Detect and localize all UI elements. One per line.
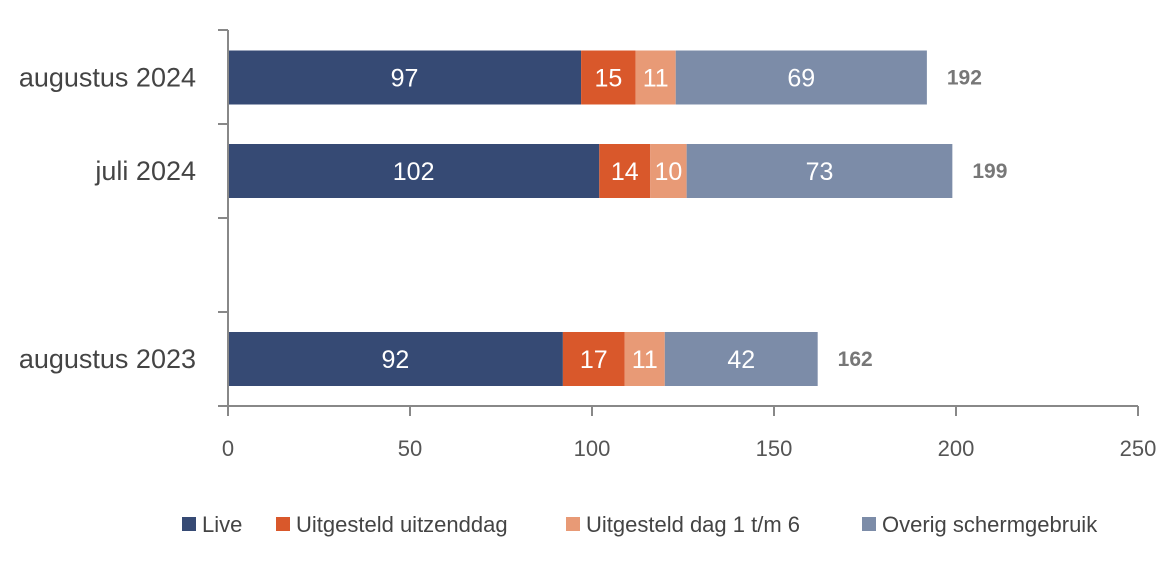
labels-group: 97 15 11 69 192 augustus 2024 102 14 10 73 199 juli… [19, 63, 1008, 375]
bar-segment [650, 144, 687, 198]
x-tick-label: 200 [938, 436, 975, 461]
total-label: 199 [972, 160, 1007, 183]
bar-segment [228, 332, 563, 386]
bar-segment [228, 144, 600, 198]
bar-segment [675, 50, 927, 105]
data-label: 97 [391, 65, 419, 93]
axes-group: 0 50 100 150 200 250 [218, 29, 1157, 461]
legend-swatch [276, 517, 290, 531]
category-label: augustus 2023 [19, 344, 196, 374]
total-label: 192 [947, 67, 982, 90]
bar-segment [562, 332, 625, 386]
data-label: 17 [580, 346, 608, 374]
legend-swatch [182, 517, 196, 531]
data-label: 73 [806, 158, 834, 186]
data-label: 15 [594, 65, 622, 93]
data-label: 42 [727, 346, 755, 374]
bar-segment [686, 144, 953, 198]
x-tick-label: 100 [574, 436, 611, 461]
data-label: 69 [787, 65, 815, 93]
legend-label: Uitgesteld uitzenddag [296, 512, 508, 537]
data-label: 10 [655, 158, 683, 186]
legend-label: Uitgesteld dag 1 t/m 6 [586, 512, 800, 537]
category-label: juli 2024 [94, 156, 196, 186]
data-label: 14 [611, 158, 639, 186]
data-label: 102 [393, 158, 435, 186]
total-label: 162 [838, 348, 873, 371]
x-tick-label: 50 [398, 436, 422, 461]
bar-segment [624, 332, 665, 386]
bar-segment [599, 144, 651, 198]
data-label: 92 [382, 346, 410, 374]
legend-swatch [566, 517, 580, 531]
x-tick-label: 250 [1120, 436, 1157, 461]
data-label: 11 [632, 346, 658, 374]
category-label: augustus 2024 [19, 63, 196, 93]
bar-segment [228, 50, 582, 105]
bar-segment [664, 332, 818, 386]
legend: Live Uitgesteld uitzenddag Uitgesteld dag … [182, 512, 1098, 537]
legend-label: Live [202, 512, 242, 537]
legend-swatch [862, 517, 876, 531]
data-label: 11 [643, 65, 669, 93]
x-tick-label: 0 [222, 436, 234, 461]
x-tick-label: 150 [756, 436, 793, 461]
bars-group [228, 50, 953, 386]
legend-label: Overig schermgebruik [882, 512, 1098, 537]
bar-segment [581, 50, 636, 105]
bar-segment [635, 50, 676, 105]
